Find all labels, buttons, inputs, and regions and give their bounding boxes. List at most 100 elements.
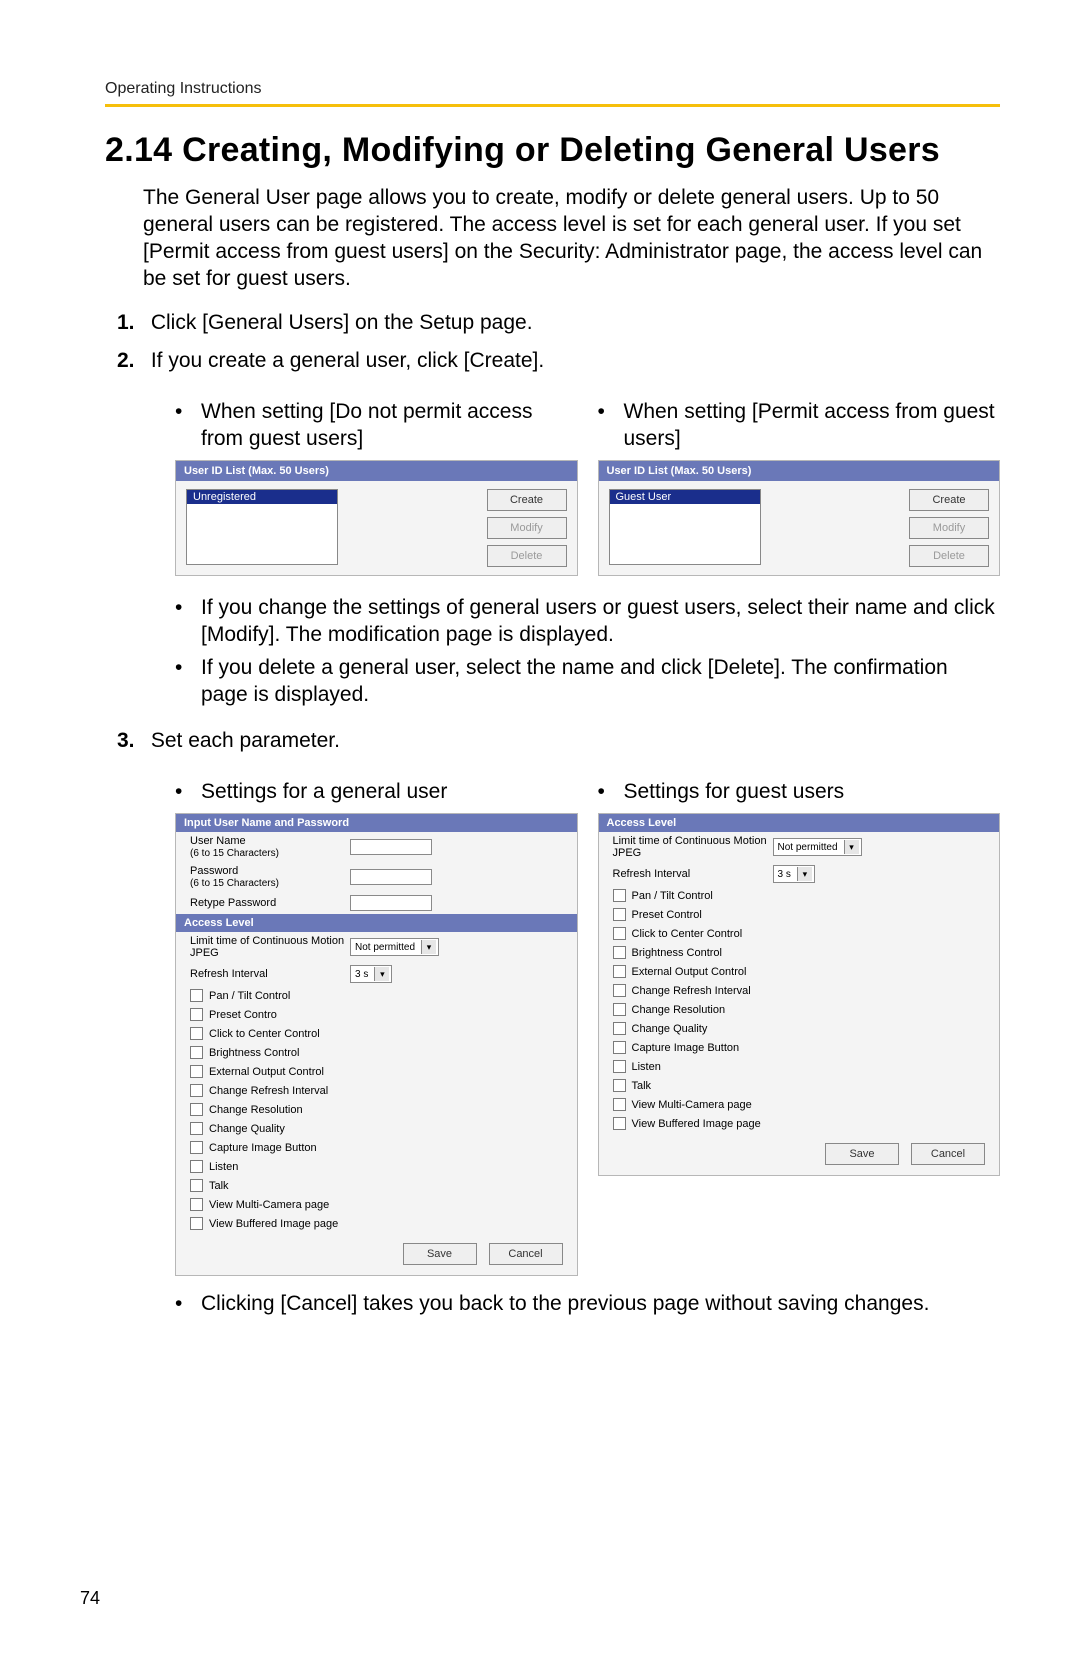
step-number: 3. xyxy=(117,726,145,756)
check-listen[interactable]: Listen xyxy=(176,1157,577,1176)
check-talk[interactable]: Talk xyxy=(176,1176,577,1195)
label-refresh: Refresh Interval xyxy=(613,868,773,880)
document-page: Operating Instructions 2.14 Creating, Mo… xyxy=(0,0,1080,1669)
save-button[interactable]: Save xyxy=(403,1243,477,1265)
check-label: Listen xyxy=(209,1161,238,1173)
mid-notes: If you change the settings of general us… xyxy=(175,594,1000,708)
create-button[interactable]: Create xyxy=(909,489,989,511)
check-preset[interactable]: Preset Control xyxy=(599,905,1000,924)
modify-button[interactable]: Modify xyxy=(487,517,567,539)
settings-row: Settings for a general user Input User N… xyxy=(175,778,1000,1276)
guest-user-form: Access Level Limit time of Continuous Mo… xyxy=(598,813,1001,1176)
check-talk[interactable]: Talk xyxy=(599,1076,1000,1095)
refresh-select[interactable]: 3 s xyxy=(773,865,815,883)
cancel-button[interactable]: Cancel xyxy=(911,1143,985,1165)
checkbox-icon xyxy=(613,1079,626,1092)
check-refresh-interval[interactable]: Change Refresh Interval xyxy=(176,1081,577,1100)
settings-guest-user: Settings for guest users Access Level Li… xyxy=(598,778,1001,1276)
check-refresh-interval[interactable]: Change Refresh Interval xyxy=(599,981,1000,1000)
delete-button[interactable]: Delete xyxy=(909,545,989,567)
check-label: Change Quality xyxy=(209,1123,285,1135)
running-head: Operating Instructions xyxy=(105,80,1000,98)
checkbox-icon xyxy=(190,1198,203,1211)
check-label: Talk xyxy=(632,1080,652,1092)
cancel-button[interactable]: Cancel xyxy=(489,1243,563,1265)
limit-select[interactable]: Not permitted xyxy=(773,838,862,856)
settings-right-label: Settings for guest users xyxy=(598,778,1001,805)
user-id-list-panel-left: User ID List (Max. 50 Users) Unregistere… xyxy=(175,460,578,576)
checkbox-icon xyxy=(613,908,626,921)
check-label: Pan / Tilt Control xyxy=(632,890,713,902)
checkbox-icon xyxy=(613,1003,626,1016)
checkbox-icon xyxy=(613,927,626,940)
note-delete: If you delete a general user, select the… xyxy=(175,654,1000,708)
check-label: Change Refresh Interval xyxy=(209,1085,328,1097)
checkbox-icon xyxy=(613,1117,626,1130)
check-listen[interactable]: Listen xyxy=(599,1057,1000,1076)
listbox-item-selected[interactable]: Unregistered xyxy=(187,490,337,504)
check-multi-camera[interactable]: View Multi-Camera page xyxy=(599,1095,1000,1114)
chevron-down-icon xyxy=(421,940,436,954)
step-text: If you create a general user, click [Cre… xyxy=(145,349,544,372)
retype-password-input[interactable] xyxy=(350,895,432,911)
intro-paragraph: The General User page allows you to crea… xyxy=(143,184,1000,292)
select-value: Not permitted xyxy=(355,942,415,953)
list-buttons: Create Modify Delete xyxy=(909,489,989,567)
check-click-center[interactable]: Click to Center Control xyxy=(599,924,1000,943)
variant-right: When setting [Permit access from guest u… xyxy=(598,398,1001,576)
check-label: View Multi-Camera page xyxy=(209,1199,329,1211)
password-input[interactable] xyxy=(350,869,432,885)
check-resolution[interactable]: Change Resolution xyxy=(599,1000,1000,1019)
check-label: External Output Control xyxy=(632,966,747,978)
section-title: 2.14 Creating, Modifying or Deleting Gen… xyxy=(105,131,1000,170)
check-external-output[interactable]: External Output Control xyxy=(599,962,1000,981)
panel-header: User ID List (Max. 50 Users) xyxy=(176,461,577,481)
check-brightness[interactable]: Brightness Control xyxy=(176,1043,577,1062)
check-capture[interactable]: Capture Image Button xyxy=(176,1138,577,1157)
check-buffered[interactable]: View Buffered Image page xyxy=(599,1114,1000,1133)
listbox-item-selected[interactable]: Guest User xyxy=(610,490,760,504)
variant-right-label: When setting [Permit access from guest u… xyxy=(598,398,1001,452)
check-multi-camera[interactable]: View Multi-Camera page xyxy=(176,1195,577,1214)
chevron-down-icon xyxy=(374,967,389,981)
check-capture[interactable]: Capture Image Button xyxy=(599,1038,1000,1057)
check-quality[interactable]: Change Quality xyxy=(176,1119,577,1138)
check-brightness[interactable]: Brightness Control xyxy=(599,943,1000,962)
user-listbox[interactable]: Guest User xyxy=(609,489,761,565)
settings-general-user: Settings for a general user Input User N… xyxy=(175,778,578,1276)
label-limit: Limit time of Continuous Motion JPEG xyxy=(190,935,350,959)
modify-button[interactable]: Modify xyxy=(909,517,989,539)
check-click-center[interactable]: Click to Center Control xyxy=(176,1024,577,1043)
label-hint: (6 to 15 Characters) xyxy=(190,848,279,859)
check-pan-tilt[interactable]: Pan / Tilt Control xyxy=(176,986,577,1005)
refresh-select[interactable]: 3 s xyxy=(350,965,392,983)
check-preset[interactable]: Preset Contro xyxy=(176,1005,577,1024)
user-listbox[interactable]: Unregistered xyxy=(186,489,338,565)
settings-left-label: Settings for a general user xyxy=(175,778,578,805)
create-button[interactable]: Create xyxy=(487,489,567,511)
check-buffered[interactable]: View Buffered Image page xyxy=(176,1214,577,1233)
check-external-output[interactable]: External Output Control xyxy=(176,1062,577,1081)
checkbox-icon xyxy=(190,1027,203,1040)
label-text: User Name xyxy=(190,835,246,847)
input-header: Input User Name and Password xyxy=(176,814,577,832)
check-label: Pan / Tilt Control xyxy=(209,990,290,1002)
user-name-input[interactable] xyxy=(350,839,432,855)
user-id-list-panel-right: User ID List (Max. 50 Users) Guest User … xyxy=(598,460,1001,576)
limit-select[interactable]: Not permitted xyxy=(350,938,439,956)
delete-button[interactable]: Delete xyxy=(487,545,567,567)
label-retype: Retype Password xyxy=(190,897,350,909)
check-resolution[interactable]: Change Resolution xyxy=(176,1100,577,1119)
select-value: 3 s xyxy=(778,869,791,880)
page-number: 74 xyxy=(80,1588,100,1609)
select-value: 3 s xyxy=(355,969,368,980)
check-pan-tilt[interactable]: Pan / Tilt Control xyxy=(599,886,1000,905)
check-quality[interactable]: Change Quality xyxy=(599,1019,1000,1038)
step-number: 2. xyxy=(117,346,145,376)
check-label: Preset Control xyxy=(632,909,702,921)
save-button[interactable]: Save xyxy=(825,1143,899,1165)
label-limit: Limit time of Continuous Motion JPEG xyxy=(613,835,773,859)
step-3: 3. Set each parameter. xyxy=(117,726,1000,756)
step-text: Set each parameter. xyxy=(145,729,340,752)
cancel-note: Clicking [Cancel] takes you back to the … xyxy=(175,1290,1000,1317)
